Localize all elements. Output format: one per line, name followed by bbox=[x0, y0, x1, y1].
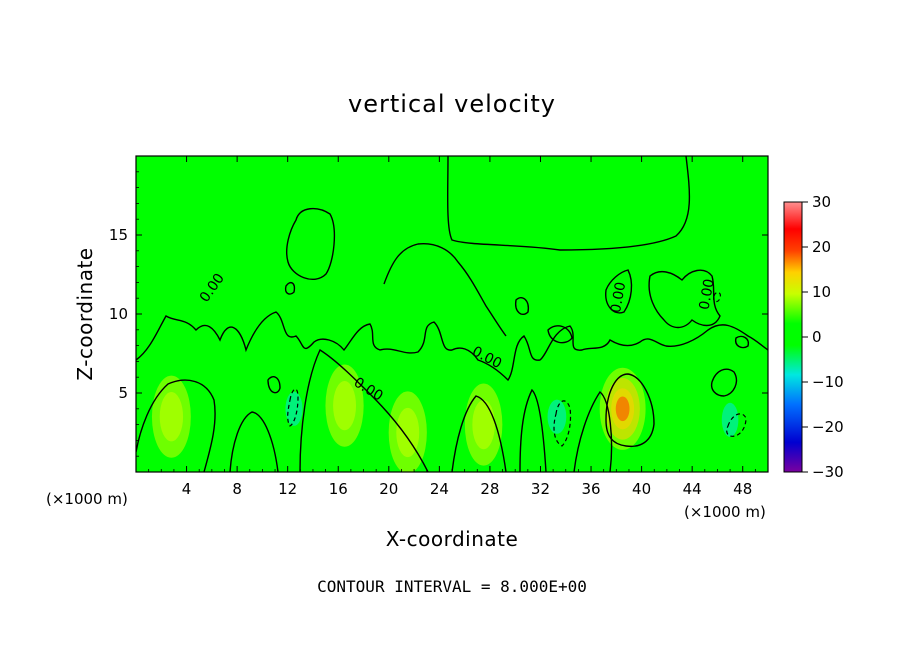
x-tick-label-10: 44 bbox=[683, 480, 702, 498]
chart-title: vertical velocity bbox=[348, 90, 556, 118]
contour-small-2 bbox=[267, 376, 281, 394]
negative-contours bbox=[287, 291, 747, 447]
x-tick-label-1: 8 bbox=[232, 480, 242, 498]
contour-upper-loop bbox=[605, 269, 633, 314]
contour-zero-band-1 bbox=[136, 379, 216, 472]
colorbar-tick-label-5: −20 bbox=[812, 418, 844, 436]
x-tick-label-3: 16 bbox=[329, 480, 348, 498]
updraft-region-0-3 bbox=[615, 396, 630, 422]
y-tick-label-1: 10 bbox=[109, 305, 128, 323]
contour-zero-band-6 bbox=[573, 390, 613, 472]
colorbar-tick-label-0: 30 bbox=[812, 193, 831, 211]
contour-upper-right-cluster bbox=[648, 269, 721, 329]
contour-lines bbox=[136, 156, 768, 472]
colorbar: 30 20 10 0 −10 −20 −30 bbox=[783, 193, 844, 481]
x-unit-label-left: (×1000 m) bbox=[46, 490, 128, 508]
contour-updraft-core bbox=[605, 373, 655, 448]
contour-negative-2 bbox=[553, 400, 572, 447]
colorbar-ticks: 30 20 10 0 −10 −20 −30 bbox=[802, 193, 844, 481]
colorbar-tick-label-4: −10 bbox=[812, 373, 844, 391]
x-tick-label-8: 36 bbox=[581, 480, 600, 498]
y-axis-ticks: 5 10 15 bbox=[109, 171, 768, 457]
plot-area: 0.000.000.000.00 0.00 4 8 12 16 20 24 28 32 36 40 4… bbox=[109, 155, 769, 498]
y-axis-label: Z-coordinate bbox=[73, 247, 97, 380]
colorbar-tick-label-2: 10 bbox=[812, 283, 831, 301]
x-tick-label-0: 4 bbox=[182, 480, 192, 498]
contour-zero-upper bbox=[446, 156, 691, 251]
x-tick-label-2: 12 bbox=[278, 480, 297, 498]
contour-label-4: 0.00 bbox=[697, 278, 718, 311]
contour-small-1 bbox=[284, 281, 296, 295]
contour-small-4 bbox=[547, 325, 573, 344]
downdraft-region-7-1 bbox=[721, 402, 739, 437]
contour-zero-island bbox=[286, 207, 335, 280]
updraft-region-4-1 bbox=[472, 399, 495, 450]
x-tick-label-4: 20 bbox=[379, 480, 398, 498]
contour-zero-middle bbox=[136, 311, 768, 382]
downdraft-region-6-1 bbox=[547, 399, 567, 434]
contour-negative-3 bbox=[726, 413, 747, 437]
contour-negative-1 bbox=[287, 388, 299, 427]
x-tick-label-5: 24 bbox=[430, 480, 449, 498]
x-axis-label: X-coordinate bbox=[386, 527, 519, 551]
contour-small-3 bbox=[514, 296, 530, 316]
x-tick-label-7: 32 bbox=[531, 480, 550, 498]
colorbar-tick-label-3: 0 bbox=[812, 328, 822, 346]
contour-interval-note: CONTOUR INTERVAL = 8.000E+00 bbox=[317, 577, 587, 596]
contour-right-loop bbox=[710, 368, 738, 397]
downdraft-region-8-1 bbox=[678, 391, 694, 426]
x-unit-label-right: (×1000 m) bbox=[684, 503, 766, 521]
contour-zero-wavy bbox=[383, 243, 507, 337]
x-tick-label-6: 28 bbox=[480, 480, 499, 498]
y-tick-label-2: 15 bbox=[109, 226, 128, 244]
colorbar-gradient bbox=[783, 201, 803, 473]
updraft-region-3-1 bbox=[396, 407, 420, 458]
contour-label-3: 0.00 bbox=[608, 281, 629, 314]
colorbar-tick-label-6: −30 bbox=[812, 463, 844, 481]
x-tick-label-9: 40 bbox=[632, 480, 651, 498]
field-shading bbox=[151, 364, 744, 472]
updraft-region-2-1 bbox=[333, 380, 357, 431]
contour-zero-band-3 bbox=[299, 348, 429, 472]
contour-small-5 bbox=[734, 335, 750, 349]
colorbar-tick-label-1: 20 bbox=[812, 238, 831, 256]
contour-zero-band-5 bbox=[519, 388, 547, 472]
x-axis-ticks: 4 8 12 16 20 24 28 32 36 40 44 48 bbox=[148, 156, 756, 498]
x-tick-label-11: 48 bbox=[733, 480, 752, 498]
updraft-region-1-1 bbox=[159, 392, 184, 442]
contour-zero-band-4 bbox=[451, 395, 507, 472]
y-tick-label-0: 5 bbox=[118, 384, 128, 402]
downdraft-region-9-1 bbox=[438, 391, 454, 426]
contour-zero-band-2 bbox=[229, 411, 279, 472]
